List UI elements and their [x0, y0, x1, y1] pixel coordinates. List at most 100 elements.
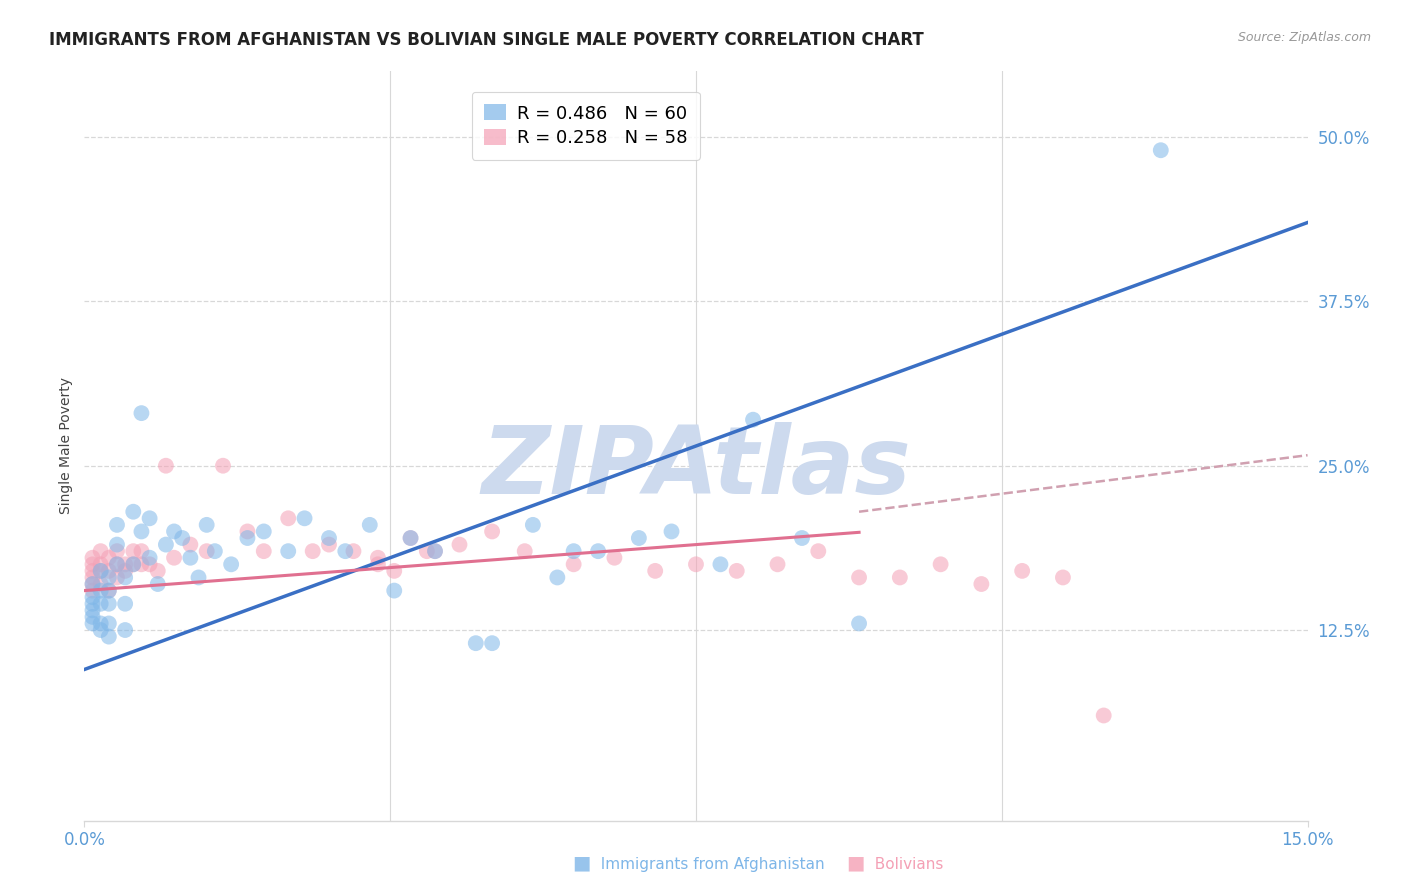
Point [661, 524, 683, 539]
Point [97, 583, 120, 598]
Point [97, 616, 120, 631]
Point [82, 616, 104, 631]
Point [97, 630, 120, 644]
Point [146, 577, 169, 591]
Point [114, 623, 136, 637]
Point [1092, 708, 1115, 723]
Point [82, 550, 104, 565]
Point [97, 550, 120, 565]
Point [416, 544, 439, 558]
Point [90, 558, 112, 572]
Point [367, 558, 389, 572]
Point [212, 458, 235, 473]
Point [562, 544, 585, 558]
Point [90, 597, 112, 611]
Point [725, 564, 748, 578]
Point [294, 511, 316, 525]
Point [82, 577, 104, 591]
Point [335, 544, 357, 558]
Point [253, 524, 276, 539]
Point [105, 558, 128, 572]
Point [970, 577, 993, 591]
Point [685, 558, 707, 572]
Point [709, 558, 731, 572]
Point [301, 544, 323, 558]
Point [82, 570, 104, 584]
Point [187, 570, 209, 584]
Point [90, 564, 112, 578]
Point [179, 538, 201, 552]
Point [644, 564, 666, 578]
Point [131, 524, 153, 539]
Point [204, 544, 226, 558]
Point [586, 544, 609, 558]
Point [155, 538, 177, 552]
Point [481, 636, 503, 650]
Point [163, 524, 186, 539]
Point [138, 511, 160, 525]
Point [481, 524, 503, 539]
Point [90, 623, 112, 637]
Point [766, 558, 789, 572]
Text: Immigrants from Afghanistan: Immigrants from Afghanistan [591, 857, 824, 872]
Text: ZIPAtlas: ZIPAtlas [481, 423, 911, 515]
Point [382, 583, 405, 598]
Point [790, 531, 813, 545]
Text: Bolivians: Bolivians [865, 857, 943, 872]
Point [219, 558, 242, 572]
Point [105, 517, 128, 532]
Point [90, 577, 112, 591]
Point [114, 564, 136, 578]
Point [603, 550, 626, 565]
Point [236, 531, 259, 545]
Point [742, 413, 765, 427]
Point [1150, 143, 1173, 157]
Point [90, 583, 112, 598]
Point [131, 558, 153, 572]
Point [90, 616, 112, 631]
Point [90, 564, 112, 578]
Point [1011, 564, 1033, 578]
Point [82, 597, 104, 611]
Point [97, 564, 120, 578]
Point [122, 505, 145, 519]
Point [90, 544, 112, 558]
Point [82, 583, 104, 598]
Text: ■: ■ [846, 854, 865, 872]
Point [114, 558, 136, 572]
Point [114, 570, 136, 584]
Point [138, 558, 160, 572]
Point [464, 636, 486, 650]
Text: ■: ■ [572, 854, 591, 872]
Point [82, 590, 104, 604]
Point [236, 524, 259, 539]
Point [423, 544, 446, 558]
Point [105, 558, 128, 572]
Point [367, 550, 389, 565]
Point [114, 597, 136, 611]
Y-axis label: Single Male Poverty: Single Male Poverty [59, 377, 73, 515]
Point [131, 544, 153, 558]
Point [97, 570, 120, 584]
Point [513, 544, 536, 558]
Point [359, 517, 381, 532]
Point [82, 558, 104, 572]
Text: Source: ZipAtlas.com: Source: ZipAtlas.com [1237, 31, 1371, 45]
Point [122, 558, 145, 572]
Point [522, 517, 544, 532]
Point [179, 550, 201, 565]
Point [848, 570, 870, 584]
Point [848, 616, 870, 631]
Point [82, 577, 104, 591]
Point [105, 570, 128, 584]
Point [97, 583, 120, 598]
Legend: R = 0.486   N = 60, R = 0.258   N = 58: R = 0.486 N = 60, R = 0.258 N = 58 [472, 92, 700, 160]
Point [423, 544, 446, 558]
Point [807, 544, 830, 558]
Point [277, 511, 299, 525]
Point [253, 544, 276, 558]
Point [195, 517, 218, 532]
Point [138, 550, 160, 565]
Point [627, 531, 650, 545]
Point [449, 538, 471, 552]
